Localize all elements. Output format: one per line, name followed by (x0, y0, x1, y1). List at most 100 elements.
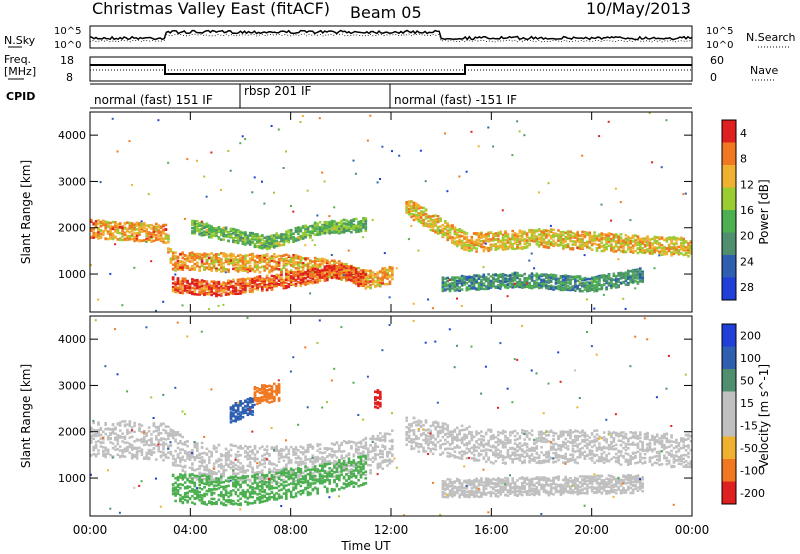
scatter-cell-3 (516, 246, 519, 249)
scatter-cell-1 (297, 281, 300, 284)
scatter-cell-1 (215, 288, 218, 292)
scatter-cell-4 (480, 275, 483, 278)
scatter-cell-4 (472, 275, 476, 279)
scatter-cell-3 (504, 230, 507, 233)
scatter-cell-4 (484, 276, 488, 279)
scatter-cell-4 (506, 274, 510, 278)
scatter-cell-3 (518, 241, 522, 244)
scatter-cell-2 (333, 227, 336, 231)
scatter-cell-3 (639, 246, 642, 249)
scatter-cell-noise (258, 237, 261, 239)
scatter-cell-1 (263, 280, 266, 284)
scatter-cell-4 (475, 287, 478, 290)
scatter-cell-1 (289, 282, 293, 285)
scatter-cell-0 (366, 285, 370, 288)
scatter-cell-4 (622, 272, 625, 275)
scatter-cell-2 (236, 229, 240, 232)
scatter-cell-3 (530, 235, 534, 239)
scatter-cell-3 (667, 249, 671, 252)
scatter-cell-0 (246, 266, 250, 270)
scatter-cell-3 (595, 237, 599, 240)
scatter-cell-3 (424, 217, 428, 220)
noise-panel: N.Sky 10^5 10^0 10^5 10^0 N.Search (4, 25, 796, 51)
scatter-cell-1 (234, 284, 238, 287)
scatter-cell-2 (224, 226, 228, 229)
scatter-cell-0 (220, 260, 223, 263)
scatter-cell-0 (150, 223, 153, 227)
scatter-cell-3 (590, 234, 594, 238)
scatter-cell-3 (675, 237, 678, 240)
scatter-cell-noise (448, 279, 451, 282)
scatter-cell-1 (282, 285, 286, 289)
scatter-cell-2 (364, 229, 368, 233)
scatter-cell-3 (525, 245, 529, 248)
scatter-cell-0 (258, 259, 262, 262)
scatter-cell-4 (627, 273, 630, 276)
scatter-cell-2 (203, 226, 206, 229)
scatter-cell-3 (542, 229, 546, 232)
freq-label-bottom: [MHz] (4, 65, 36, 78)
scatter-cell-noise (610, 219, 613, 222)
scatter-cell-3 (564, 244, 567, 247)
scatter-cell-4 (617, 285, 620, 289)
scatter-cell-3 (448, 231, 452, 234)
scatter-cell-1 (205, 282, 209, 285)
scatter-cell-4 (504, 284, 507, 287)
scatter-cell-0 (224, 260, 228, 264)
scatter-cell-0 (275, 255, 278, 258)
scatter-cell-3 (574, 234, 577, 237)
scatter-cell-0 (186, 257, 189, 261)
scatter-cell-0 (130, 230, 134, 233)
scatter-cell-4 (578, 283, 582, 287)
scatter-cell-3 (537, 228, 541, 231)
scatter-cell-3 (441, 227, 445, 231)
scatter-cell-3 (480, 240, 483, 243)
scatter-cell-1 (244, 288, 247, 292)
scatter-cell-1 (265, 285, 269, 288)
scatter-cell-3 (631, 240, 635, 243)
scatter-cell-0 (157, 235, 160, 238)
scatter-cell-2 (263, 244, 266, 248)
scatter-cell-3 (636, 235, 640, 239)
scatter-cell-3 (629, 246, 632, 249)
scatter-cell-noise (465, 170, 468, 173)
scatter-cell-4 (545, 273, 548, 276)
scatter-cell-0 (313, 256, 317, 260)
station-title: Christmas Valley East (fitACF) (92, 0, 330, 18)
scatter-cell-0 (99, 235, 103, 238)
scatter-cell-2 (301, 226, 305, 229)
scatter-cell-noise (318, 117, 321, 120)
scatter-cell-noise (424, 180, 427, 183)
scatter-cell-0 (369, 276, 372, 279)
scatter-cell-0 (97, 237, 100, 240)
scatter-cell-2 (265, 247, 269, 251)
scatter-cell-0 (244, 256, 247, 259)
scatter-cell-1 (357, 281, 360, 284)
scatter-cell-4 (547, 274, 551, 277)
scatter-cell-3 (422, 212, 425, 215)
scatter-cell-3 (667, 243, 671, 247)
scatter-cell-0 (162, 241, 165, 244)
scatter-cell-3 (612, 247, 616, 250)
scatter-cell-3 (407, 213, 411, 216)
noise-left-label: N.Sky (4, 34, 36, 47)
scatter-cell-1 (357, 272, 360, 276)
scatter-cell-3 (458, 228, 461, 231)
scatter-cell-0 (383, 266, 387, 270)
scatter-cell-noise (224, 271, 227, 274)
scatter-cell-2 (287, 234, 291, 238)
scatter-cell-3 (422, 221, 425, 224)
scatter-cell-4 (487, 277, 490, 280)
scatter-cell-1 (198, 293, 201, 296)
scatter-cell-1 (212, 284, 216, 287)
scatter-cell-2 (304, 233, 307, 236)
scatter-cell-1 (174, 288, 177, 291)
scatter-cell-1 (210, 290, 213, 294)
scatter-cell-1 (297, 275, 300, 279)
scatter-cell-1 (256, 288, 259, 291)
scatter-cell-3 (605, 233, 608, 237)
scatter-cell-1 (268, 284, 271, 287)
scatter-cell-0 (294, 271, 298, 274)
scatter-cell-2 (258, 240, 262, 243)
scatter-cell-noise (316, 214, 319, 217)
